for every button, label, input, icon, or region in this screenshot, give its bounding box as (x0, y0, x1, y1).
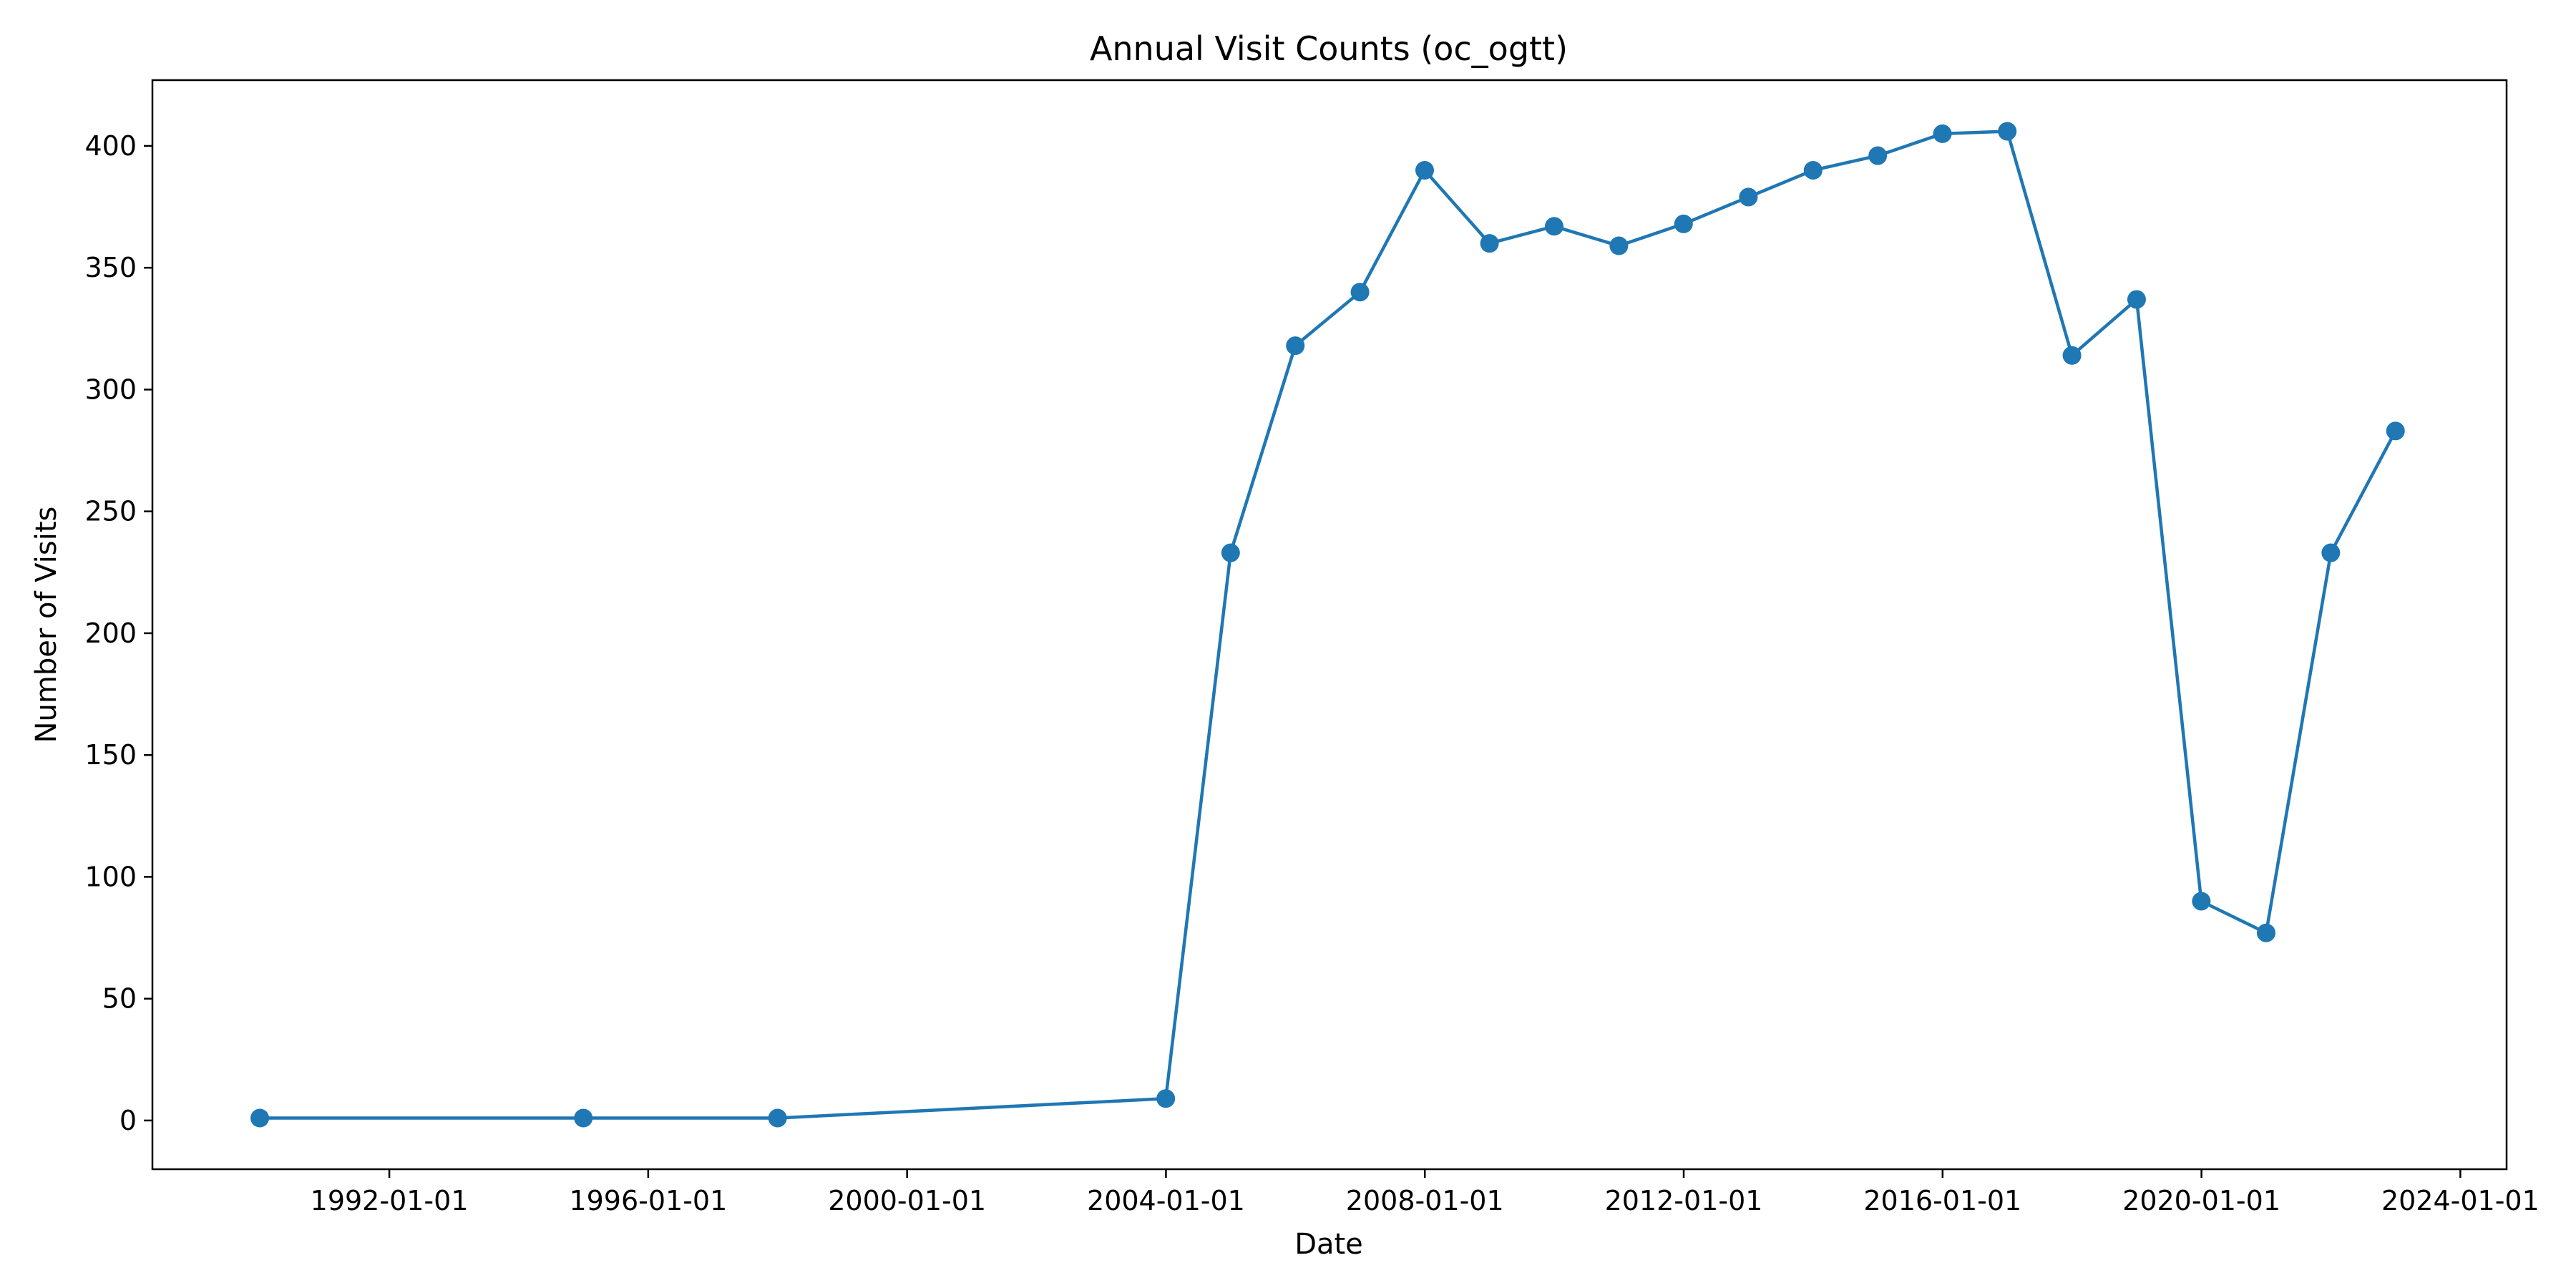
data-point (1415, 160, 1434, 180)
data-point (1350, 283, 1370, 302)
data-point (1544, 217, 1563, 236)
data-point (1739, 187, 1758, 207)
data-point (1868, 146, 1888, 165)
data-point (1998, 122, 2017, 141)
data-point (1674, 214, 1693, 233)
data-point (2256, 923, 2275, 942)
data-point (1480, 234, 1499, 253)
x-axis: 1992-01-01 1996-01-01 2000-01-01 2004-01-01… (311, 1169, 2540, 1216)
y-tick-label: 300 (84, 374, 137, 405)
plot-area (151, 79, 2508, 1171)
y-tick-label: 50 (102, 983, 137, 1015)
data-point (1221, 543, 1240, 562)
x-tick-label: 2000-01-01 (828, 1185, 986, 1216)
data-point (768, 1108, 787, 1128)
data-point (2062, 346, 2082, 365)
data-point (2192, 892, 2211, 911)
y-tick-label: 100 (84, 861, 137, 892)
y-tick-label: 350 (84, 252, 137, 283)
x-axis-label: Date (1294, 1228, 1363, 1261)
y-axis: 0 50 100 150 200 250 300 350 400 (84, 130, 152, 1136)
series-layer (250, 122, 2405, 1128)
data-point (1803, 160, 1823, 180)
y-tick-label: 200 (84, 618, 137, 649)
data-point (1156, 1089, 1176, 1108)
data-point (2321, 543, 2341, 562)
series-line (260, 130, 2397, 1120)
y-tick-label: 250 (84, 496, 137, 527)
x-tick-label: 2004-01-01 (1087, 1185, 1245, 1216)
x-tick-label: 1996-01-01 (569, 1185, 727, 1216)
data-point (1609, 236, 1629, 255)
x-tick-label: 2008-01-01 (1346, 1185, 1504, 1216)
data-point (2386, 421, 2405, 441)
data-point (250, 1108, 270, 1128)
chart-title: Annual Visit Counts (oc_ogtt) (1090, 29, 1568, 68)
y-tick-label: 0 (119, 1105, 137, 1136)
x-tick-label: 2012-01-01 (1605, 1185, 1763, 1216)
data-point (1286, 336, 1305, 356)
y-axis-label: Number of Visits (30, 507, 63, 743)
x-tick-label: 1992-01-01 (311, 1185, 469, 1216)
data-point (574, 1108, 593, 1128)
data-point (2127, 290, 2146, 309)
y-tick-label: 150 (84, 739, 137, 771)
data-point (1933, 124, 1952, 143)
y-tick-label: 400 (84, 130, 137, 162)
x-tick-label: 2024-01-01 (2381, 1185, 2540, 1216)
x-tick-label: 2016-01-01 (1863, 1185, 2021, 1216)
x-tick-label: 2020-01-01 (2122, 1185, 2280, 1216)
